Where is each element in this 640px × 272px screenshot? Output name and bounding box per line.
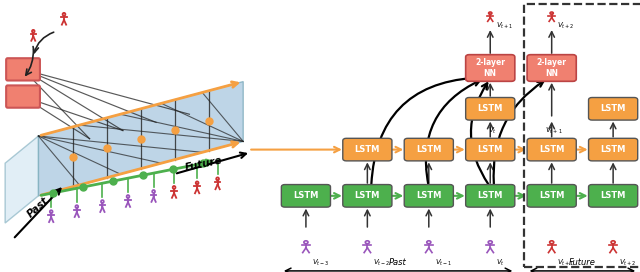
Text: Past: Past: [26, 195, 51, 220]
Text: $V_{t+1}$: $V_{t+1}$: [545, 125, 563, 136]
Text: $V_t$: $V_t$: [488, 125, 497, 136]
FancyBboxPatch shape: [589, 97, 637, 120]
Text: Past: Past: [389, 258, 407, 267]
FancyBboxPatch shape: [589, 184, 637, 207]
FancyBboxPatch shape: [404, 138, 453, 161]
Text: $V_{t+2}$: $V_{t+2}$: [619, 257, 636, 268]
Text: LSTM: LSTM: [416, 145, 442, 154]
FancyBboxPatch shape: [343, 184, 392, 207]
Text: LSTM: LSTM: [477, 191, 503, 200]
Text: LSTM: LSTM: [539, 191, 564, 200]
Text: LSTM: LSTM: [600, 145, 626, 154]
Text: LSTM: LSTM: [477, 104, 503, 113]
Polygon shape: [38, 82, 243, 196]
Text: LSTM: LSTM: [355, 145, 380, 154]
FancyBboxPatch shape: [404, 184, 453, 207]
Text: LSTM: LSTM: [600, 191, 626, 200]
Text: LSTM: LSTM: [539, 145, 564, 154]
Text: Future: Future: [184, 156, 223, 173]
Text: 2-layer
NN: 2-layer NN: [537, 58, 566, 78]
Text: $V_{t-1}$: $V_{t-1}$: [435, 257, 452, 268]
FancyBboxPatch shape: [466, 184, 515, 207]
FancyBboxPatch shape: [589, 138, 637, 161]
Polygon shape: [5, 136, 38, 223]
FancyBboxPatch shape: [343, 138, 392, 161]
FancyBboxPatch shape: [466, 55, 515, 81]
FancyBboxPatch shape: [527, 184, 576, 207]
FancyBboxPatch shape: [6, 58, 40, 81]
FancyBboxPatch shape: [282, 184, 330, 207]
Text: LSTM: LSTM: [600, 104, 626, 113]
FancyBboxPatch shape: [6, 85, 40, 108]
Text: 2-layer
NN: 2-layer NN: [476, 58, 505, 78]
Text: $V_{t+1}$: $V_{t+1}$: [557, 257, 575, 268]
Text: LSTM: LSTM: [416, 191, 442, 200]
Text: LSTM: LSTM: [477, 145, 503, 154]
Text: LSTM: LSTM: [293, 191, 319, 200]
FancyBboxPatch shape: [466, 138, 515, 161]
FancyBboxPatch shape: [527, 55, 576, 81]
Bar: [524, 4, 640, 267]
FancyBboxPatch shape: [466, 97, 515, 120]
Text: $V_{t-2}$: $V_{t-2}$: [373, 257, 390, 268]
Text: $V_{t-3}$: $V_{t-3}$: [312, 257, 329, 268]
FancyBboxPatch shape: [527, 138, 576, 161]
Text: Future: Future: [569, 258, 596, 267]
Text: $V_{t+1}$: $V_{t+1}$: [496, 21, 513, 31]
Text: $V_t$: $V_t$: [496, 257, 505, 268]
Text: LSTM: LSTM: [355, 191, 380, 200]
Text: $V_{t+2}$: $V_{t+2}$: [557, 21, 575, 31]
